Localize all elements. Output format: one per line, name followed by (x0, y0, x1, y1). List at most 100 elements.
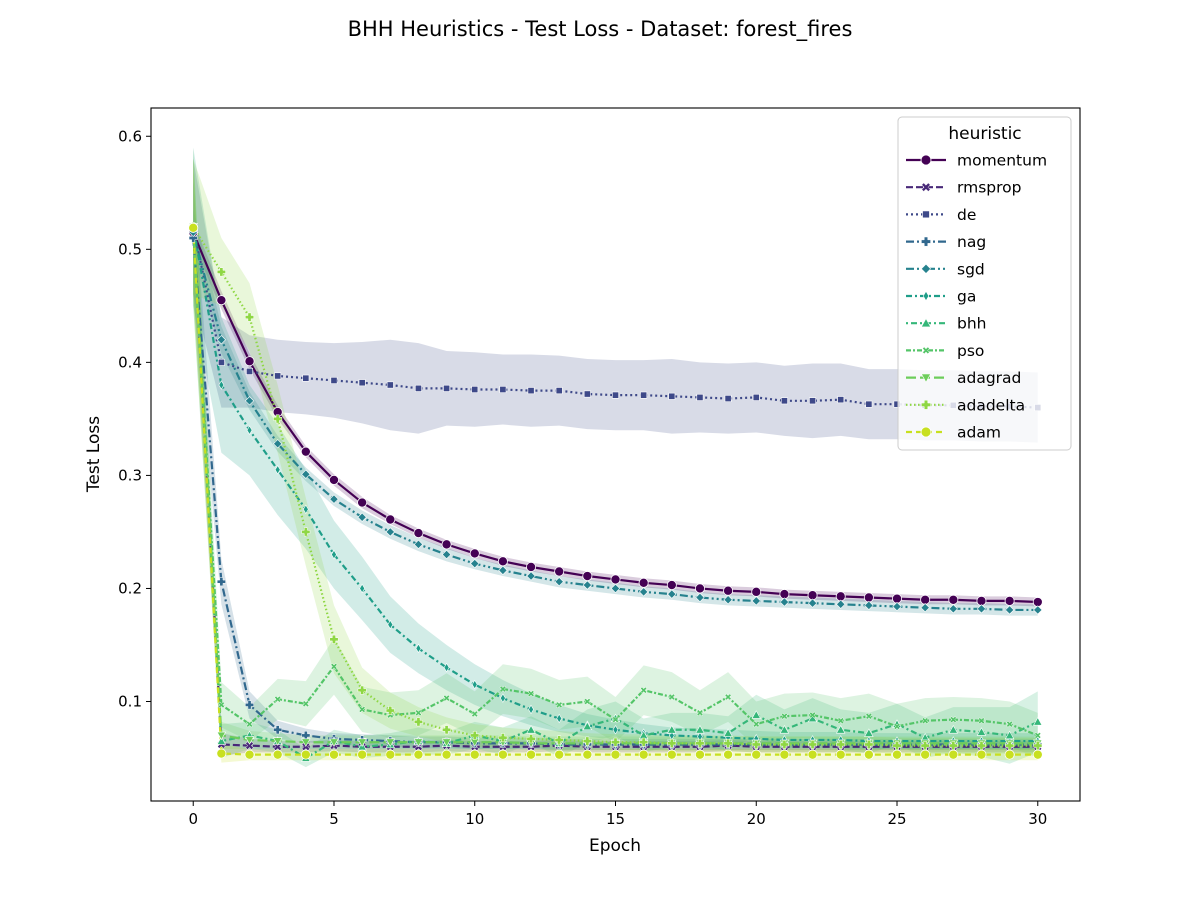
point-adagrad-3 (272, 737, 283, 746)
legend-swatch-marker (920, 154, 932, 166)
point-adadelta-20 (751, 740, 761, 749)
point-ga-3 (274, 464, 281, 475)
legend-label: sgd (957, 260, 985, 278)
y-axis-label: Test Loss (84, 416, 104, 493)
point-de-5 (330, 377, 338, 384)
legend-swatch-marker (920, 263, 932, 274)
point-adam-26 (920, 749, 931, 760)
point-adam-5 (328, 749, 339, 760)
legend-label: adam (957, 424, 1001, 442)
point-adadelta-10 (470, 730, 480, 740)
legend-item-adam: adam (906, 424, 1001, 442)
legend-item-adagrad: adagrad (906, 369, 1021, 387)
point-sgd-27 (948, 604, 958, 614)
point-pso-25 (893, 722, 901, 730)
point-sgd-29 (1004, 605, 1015, 615)
point-de-18 (696, 393, 704, 401)
point-de-21 (780, 397, 788, 405)
point-adadelta-18 (695, 738, 705, 748)
point-adam-19 (723, 749, 734, 760)
x-tick-label: 5 (329, 810, 339, 828)
point-momentum-23 (835, 591, 846, 602)
legend-item-ga: ga (906, 288, 976, 306)
x-tick-label: 25 (887, 810, 906, 828)
point-adam-24 (863, 749, 874, 760)
legend-label: bhh (957, 315, 987, 333)
point-adadelta-28 (977, 741, 986, 751)
point-adadelta-21 (779, 740, 789, 749)
point-momentum-1 (216, 295, 227, 306)
point-pso-1 (217, 701, 225, 709)
point-pso-6 (358, 705, 366, 713)
point-momentum-30 (1032, 597, 1043, 608)
point-momentum-6 (357, 497, 368, 508)
x-axis-label: Epoch (589, 836, 641, 856)
point-ga-7 (387, 619, 394, 630)
point-pso-21 (780, 712, 788, 720)
point-adagrad-5 (329, 738, 339, 748)
point-de-10 (471, 386, 479, 393)
point-adadelta-8 (413, 717, 423, 727)
point-de-12 (527, 387, 535, 395)
point-adadelta-6 (357, 685, 367, 695)
point-pso-20 (752, 720, 760, 728)
point-pso-11 (499, 685, 507, 693)
point-adam-7 (385, 749, 396, 760)
point-sgd-24 (864, 600, 874, 611)
point-momentum-10 (469, 548, 480, 559)
y-tick-label: 0.1 (118, 693, 142, 711)
point-adagrad-8 (413, 738, 424, 748)
point-de-24 (865, 400, 873, 408)
x-axis-ticks: 0 5 10 15 20 25 30 (188, 801, 1047, 828)
point-momentum-8 (413, 528, 424, 539)
point-momentum-28 (976, 595, 987, 606)
point-bhh-27 (948, 724, 959, 734)
point-momentum-26 (920, 594, 931, 605)
point-adadelta-11 (498, 733, 508, 743)
point-adagrad-7 (385, 738, 395, 748)
legend-swatch-marker (922, 290, 930, 302)
point-adadelta-4 (301, 527, 311, 537)
point-de-23 (837, 396, 845, 404)
point-momentum-14 (582, 571, 593, 582)
series-markers (188, 221, 1043, 762)
point-momentum-19 (723, 585, 734, 596)
point-adadelta-13 (554, 735, 564, 745)
point-ga-8 (415, 643, 422, 654)
point-sgd-26 (920, 603, 930, 613)
point-de-1 (217, 358, 225, 366)
y-axis-ticks: 0.1 0.2 0.3 0.4 0.5 0.6 (118, 127, 151, 711)
point-de-19 (724, 395, 732, 402)
point-sgd-28 (976, 604, 987, 614)
point-momentum-27 (948, 594, 959, 605)
point-rmsprop-2 (245, 741, 254, 750)
y-tick-label: 0.5 (118, 240, 142, 258)
legend-label: nag (957, 233, 986, 251)
point-momentum-17 (666, 580, 677, 591)
legend-item-momentum: momentum (906, 152, 1047, 170)
point-momentum-18 (694, 583, 705, 594)
point-bhh-29 (1004, 730, 1015, 740)
point-momentum-20 (751, 586, 762, 597)
x-tick-label: 20 (747, 810, 766, 828)
point-de-17 (668, 392, 676, 400)
point-pso-28 (978, 717, 985, 725)
legend-label: rmsprop (957, 179, 1021, 197)
point-adadelta-5 (329, 634, 339, 644)
point-de-4 (302, 374, 310, 382)
y-tick-label: 0.3 (118, 466, 142, 484)
point-adam-0 (188, 222, 199, 233)
point-pso-4 (302, 700, 310, 708)
point-pso-5 (330, 663, 338, 670)
markers-sgd (188, 227, 1043, 615)
point-de-11 (499, 386, 507, 393)
point-adam-1 (216, 748, 227, 759)
point-adadelta-14 (582, 736, 592, 746)
point-pso-9 (443, 694, 451, 702)
point-de-16 (640, 391, 648, 399)
point-ga-5 (331, 549, 337, 560)
markers-adam (188, 222, 1043, 760)
point-adadelta-16 (639, 737, 649, 747)
legend-item-bhh: bhh (906, 315, 987, 333)
